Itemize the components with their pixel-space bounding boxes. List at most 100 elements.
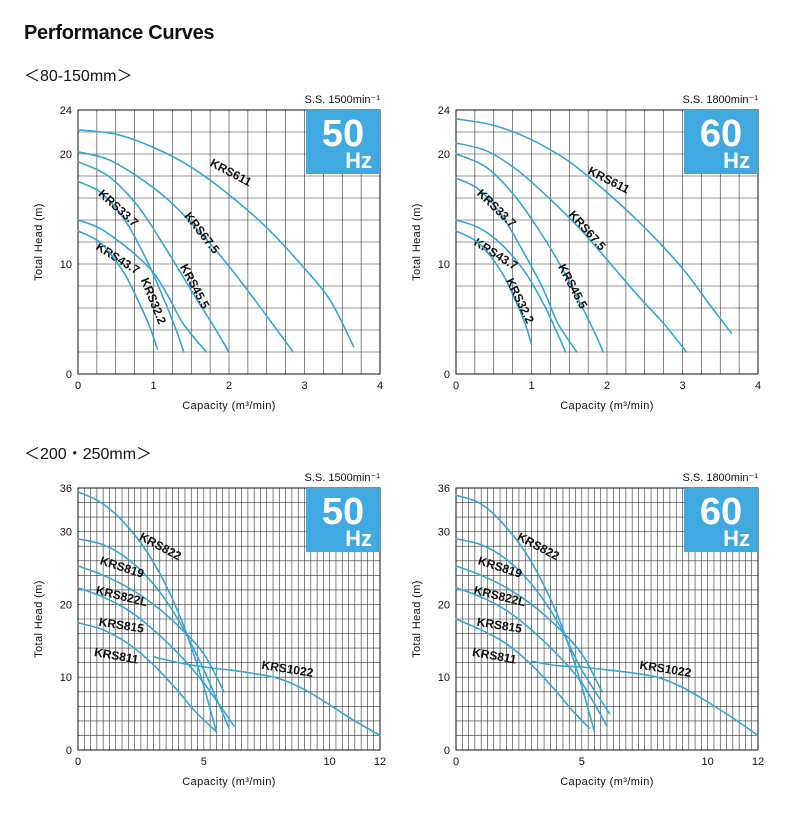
x-tick-label: 5 — [579, 756, 585, 768]
curve-krs32-2 — [77, 230, 159, 350]
curve-krs822l — [77, 565, 225, 693]
performance-chart-60hz-80-150: 0 1 2 3 4 0 10 20 24 Capacity (m³/min) Total Head … — [411, 94, 761, 412]
y-tick-label: 20 — [60, 149, 72, 161]
speed-label: S.S. 1800min⁻¹ — [682, 94, 758, 106]
frequency-unit: Hz — [345, 148, 372, 173]
x-tick-label: 2 — [604, 380, 610, 392]
frequency-value: 50 — [322, 491, 364, 533]
x-tick-label: 3 — [301, 380, 307, 392]
performance-chart-50hz-80-150: 0 1 2 3 4 0 10 20 24 Capacity (m³/min) Total Head … — [33, 94, 383, 412]
curve-label-krs45-5: KRS45.5 — [555, 262, 590, 312]
curve-krs45-5 — [455, 153, 604, 353]
x-tick-label: 10 — [702, 756, 714, 768]
frequency-unit: Hz — [723, 148, 750, 173]
y-tick-label: 20 — [60, 599, 72, 611]
curve-krs811 — [77, 621, 218, 733]
curve-krs815 — [455, 586, 608, 727]
curve-krs43-7 — [455, 219, 567, 353]
frequency-unit: Hz — [345, 526, 372, 551]
frequency-unit: Hz — [723, 526, 750, 551]
curve-krs822l — [455, 565, 603, 693]
section-label-200-250: ＜200・250mm＞ — [24, 446, 153, 463]
y-axis-label: Total Head (m) — [411, 203, 423, 281]
y-tick-label: 0 — [66, 369, 72, 381]
y-tick-label: 0 — [66, 745, 72, 757]
x-axis-label: Capacity (m³/min) — [560, 776, 654, 788]
y-tick-label: 30 — [60, 527, 72, 539]
frequency-badge — [684, 488, 758, 552]
frequency-value: 50 — [322, 113, 364, 155]
y-tick-label: 10 — [60, 259, 72, 271]
x-tick-label: 12 — [374, 756, 386, 768]
y-tick-label: 10 — [438, 259, 450, 271]
x-axis-label: Capacity (m³/min) — [560, 400, 654, 412]
y-axis-label: Total Head (m) — [33, 203, 45, 281]
x-tick-label: 3 — [679, 380, 685, 392]
x-axis-label: Capacity (m³/min) — [182, 776, 276, 788]
x-tick-label: 4 — [755, 380, 761, 392]
curve-krs611 — [77, 129, 355, 348]
curve-krs33-7 — [77, 180, 185, 353]
y-tick-label: 10 — [438, 672, 450, 684]
curve-krs33-7 — [455, 177, 578, 353]
plot-frame — [77, 487, 381, 751]
performance-chart-50hz-200-250: 0 5 10 12 0 10 20 30 36 Capacity (m³/min) Total He… — [33, 472, 386, 788]
curve-label-krs1022: KRS1022 — [639, 658, 693, 680]
frequency-badge — [684, 110, 758, 174]
speed-label: S.S. 1500min⁻¹ — [304, 94, 380, 106]
y-tick-label: 0 — [444, 745, 450, 757]
curve-krs1022 — [152, 656, 381, 737]
curve-krs67-5 — [77, 151, 294, 353]
y-tick-label: 36 — [438, 483, 450, 495]
x-tick-label: 0 — [75, 756, 81, 768]
y-tick-label: 36 — [60, 483, 72, 495]
y-axis-label: Total Head (m) — [411, 580, 423, 658]
curve-krs819 — [455, 538, 611, 715]
frequency-badge — [306, 488, 380, 552]
x-tick-label: 4 — [377, 380, 383, 392]
y-tick-label: 24 — [438, 105, 450, 117]
curve-krs815 — [77, 586, 235, 727]
section-label-80-150: ＜80-150mm＞ — [24, 68, 133, 85]
page-title: Performance Curves — [24, 22, 215, 44]
x-tick-label: 2 — [226, 380, 232, 392]
y-tick-label: 20 — [438, 599, 450, 611]
x-axis-label: Capacity (m³/min) — [182, 400, 276, 412]
y-tick-label: 20 — [438, 149, 450, 161]
curve-krs811 — [455, 618, 591, 729]
plot-frame — [455, 109, 759, 375]
curve-krs822 — [77, 490, 218, 733]
curve-krs822 — [455, 494, 596, 733]
curve-label-krs43-7: KRS43.7 — [472, 235, 521, 273]
y-tick-label: 24 — [60, 105, 72, 117]
curve-krs819 — [77, 538, 230, 729]
y-tick-label: 30 — [438, 527, 450, 539]
curve-label-krs67-5: KRS67.5 — [181, 209, 222, 256]
curve-krs1022 — [530, 660, 759, 737]
curve-krs32-2 — [455, 230, 533, 346]
x-tick-label: 1 — [150, 380, 156, 392]
x-tick-label: 10 — [324, 756, 336, 768]
curve-krs611 — [455, 118, 733, 335]
frequency-badge — [306, 110, 380, 174]
x-tick-label: 0 — [75, 380, 81, 392]
performance-chart-60hz-200-250: 0 5 10 12 0 10 20 30 36 Capacity (m³/min) Total He… — [411, 472, 764, 788]
frequency-value: 60 — [700, 113, 742, 155]
y-axis-label: Total Head (m) — [33, 580, 45, 658]
curve-krs45-5 — [77, 160, 230, 353]
x-tick-label: 0 — [453, 756, 459, 768]
curve-label-krs43-7: KRS43.7 — [94, 240, 143, 278]
y-tick-label: 10 — [60, 672, 72, 684]
curve-krs67-5 — [455, 142, 688, 353]
frequency-value: 60 — [700, 491, 742, 533]
speed-label: S.S. 1500min⁻¹ — [304, 472, 380, 484]
x-tick-label: 1 — [528, 380, 534, 392]
y-tick-label: 0 — [444, 369, 450, 381]
curve-krs43-7 — [77, 219, 208, 353]
plot-frame — [77, 109, 381, 375]
curve-label-krs45-5: KRS45.5 — [177, 262, 212, 312]
curve-label-krs67-5: KRS67.5 — [566, 208, 609, 254]
x-tick-label: 5 — [201, 756, 207, 768]
x-tick-label: 0 — [453, 380, 459, 392]
